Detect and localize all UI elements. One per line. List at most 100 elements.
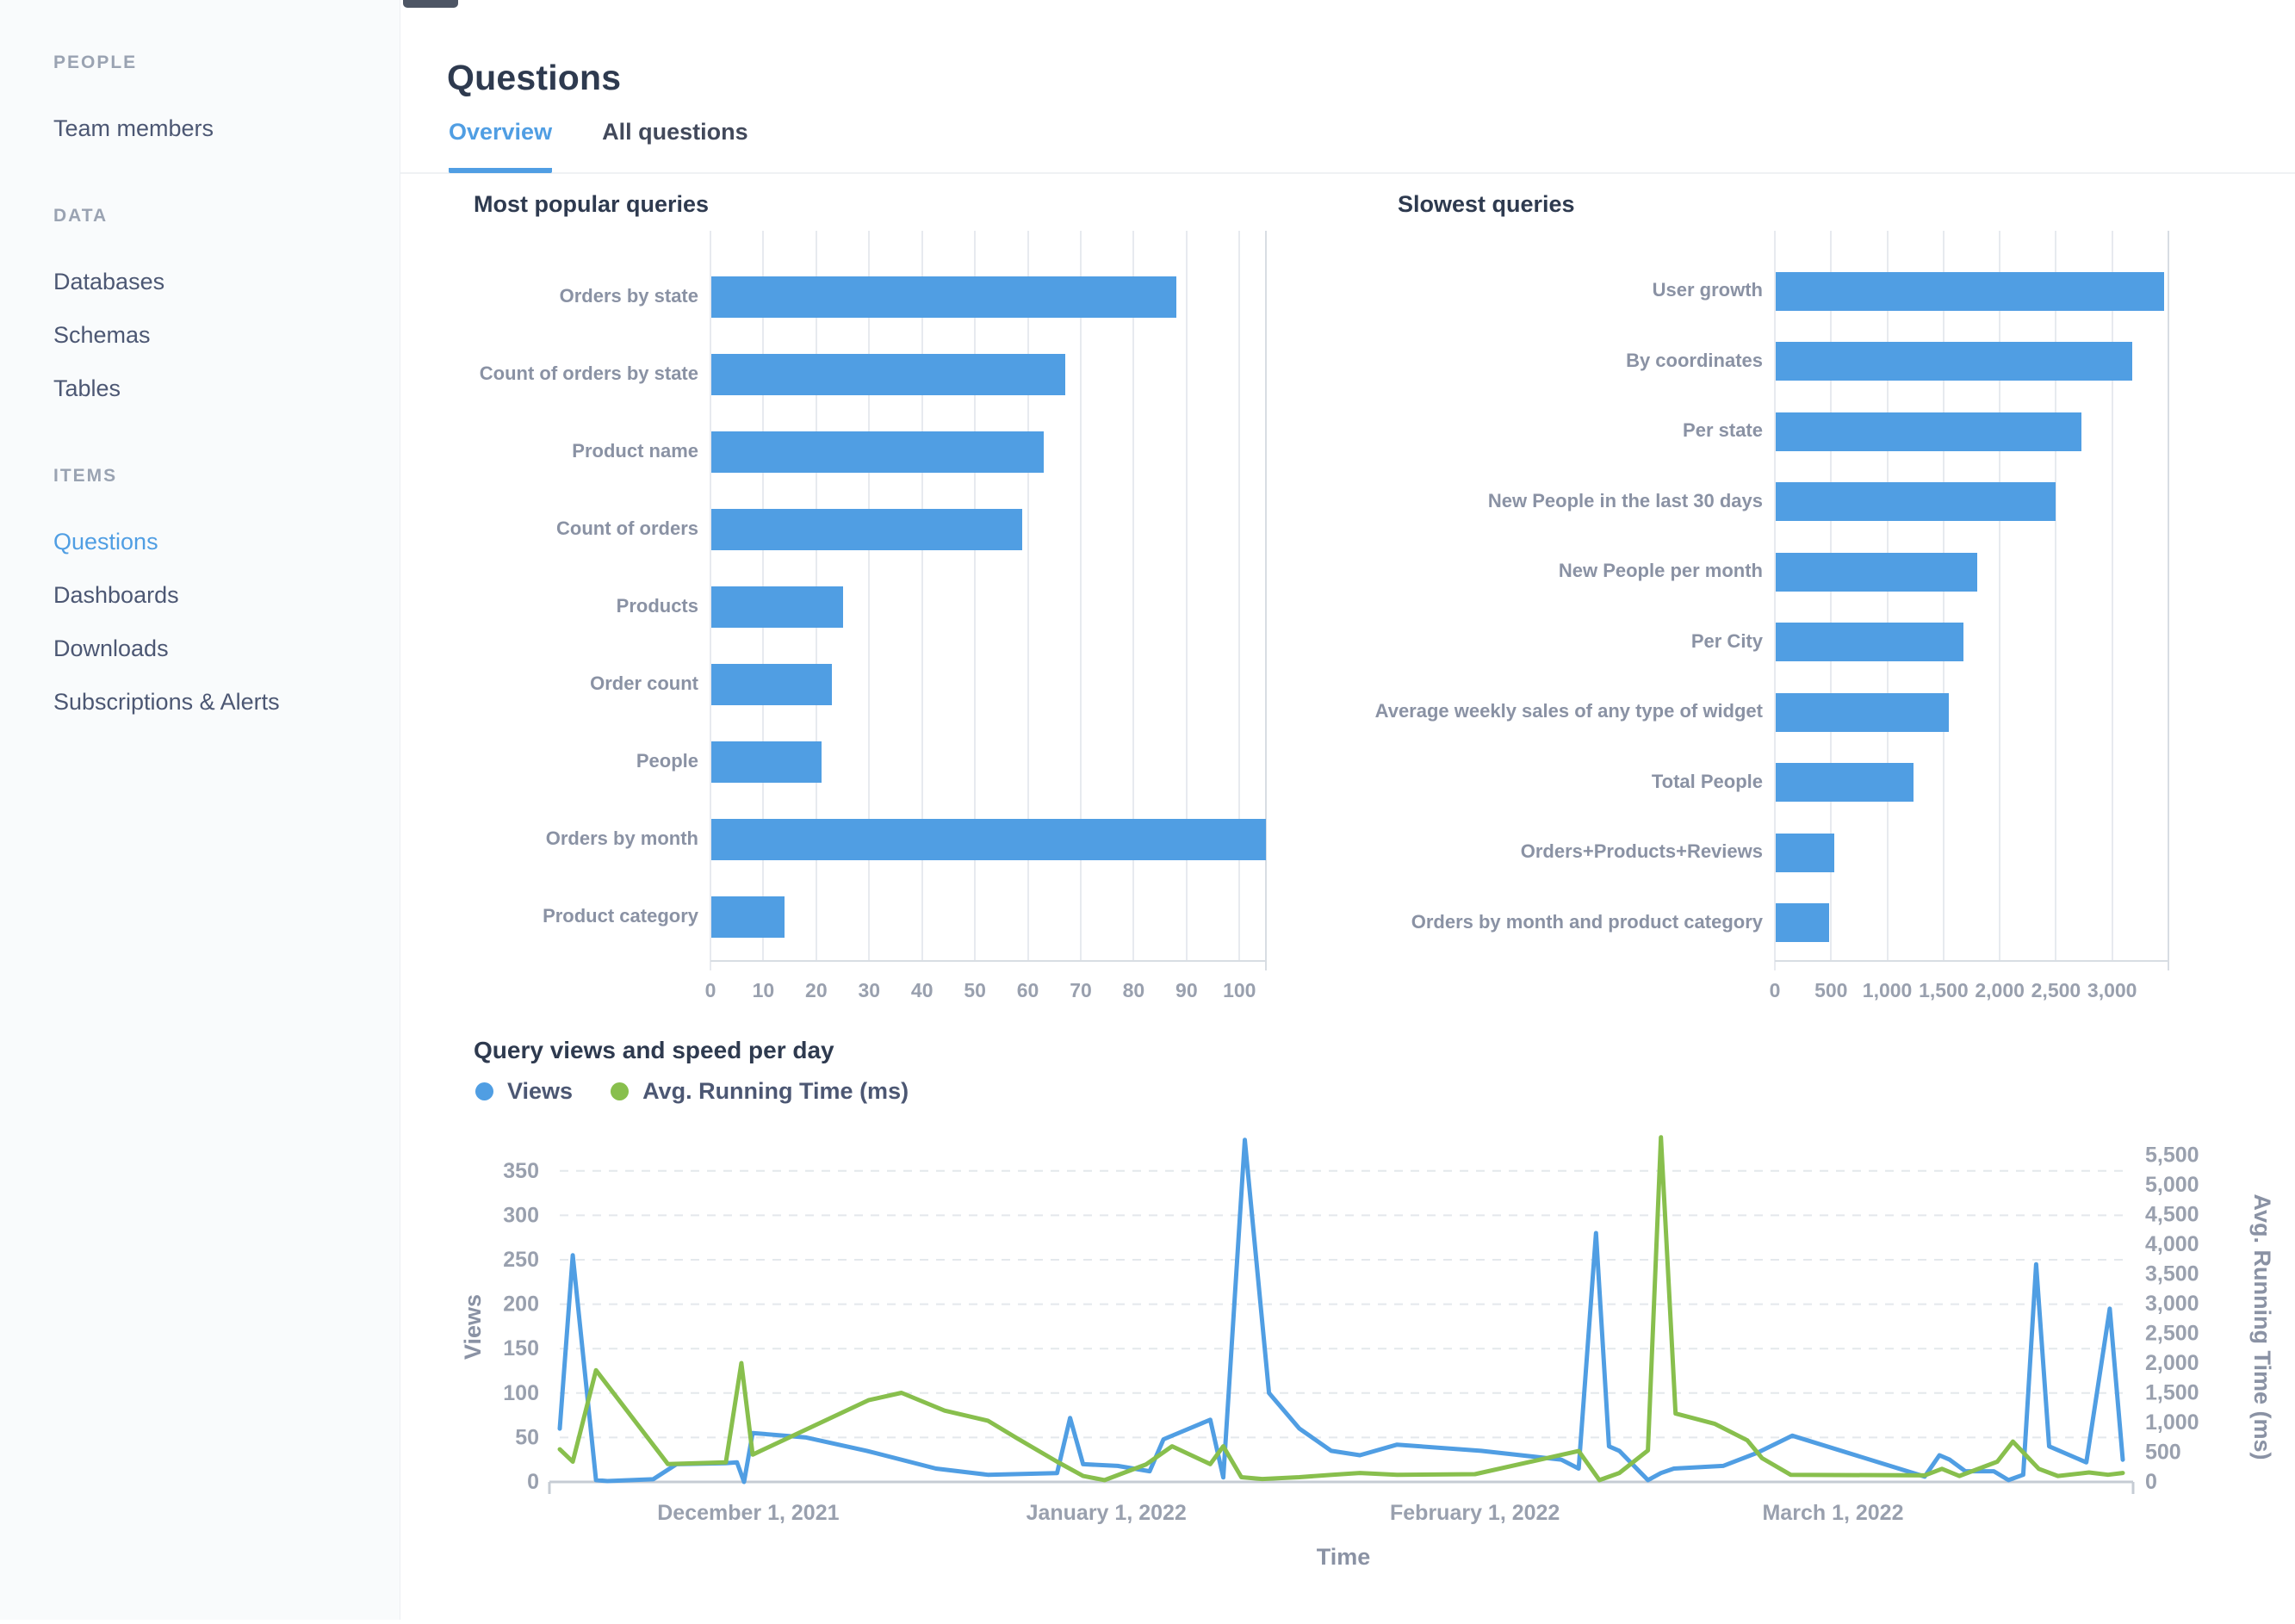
sidebar-nav: PEOPLE Team members DATA Databases Schemas Ta… xyxy=(0,0,400,1620)
bar-orders-by-state[interactable] xyxy=(711,276,1176,318)
sidebar-item-schemas[interactable]: Schemas xyxy=(53,322,151,348)
sidebar-item-dashboards[interactable]: Dashboards xyxy=(53,582,179,608)
right-axis-tick-label: 4,000 xyxy=(2145,1232,2199,1256)
bar-total-people[interactable] xyxy=(1776,763,1914,802)
gridline xyxy=(1774,231,1776,970)
avg-running-time-legend-label: Avg. Running Time (ms) xyxy=(642,1078,909,1104)
x-axis-line xyxy=(710,960,1266,962)
gridline xyxy=(1185,231,1188,960)
x-tick-label: 20 xyxy=(805,979,828,1001)
right-axis-tick-label: 3,000 xyxy=(2145,1292,2199,1316)
bar-label-total-people: Total People xyxy=(1651,770,1763,792)
x-tick-label: 1,000 xyxy=(1862,979,1913,1001)
bar-label-orders-by-month: Orders by month xyxy=(545,827,698,849)
sidebar-item-team-members[interactable]: Team members xyxy=(53,115,214,141)
right-axis-tick-label: 1,000 xyxy=(2145,1410,2199,1435)
bar-label-products: Products xyxy=(616,595,698,617)
bar-new-people-in-the-last-30-days[interactable] xyxy=(1776,482,2056,521)
tabs-divider xyxy=(400,172,2295,174)
x-axis-month-label: January 1, 2022 xyxy=(1027,1501,1187,1525)
bar-user-growth[interactable] xyxy=(1776,271,2164,311)
tab-all-questions[interactable]: All questions xyxy=(602,119,748,145)
right-axis-tick-label: 5,000 xyxy=(2145,1173,2199,1197)
bar-count-of-orders[interactable] xyxy=(711,509,1023,550)
bar-orders-by-month-and-product-category[interactable] xyxy=(1776,903,1829,942)
bar-label-per-city: Per City xyxy=(1690,629,1763,652)
gridline xyxy=(1027,231,1029,960)
gridline xyxy=(1080,231,1082,960)
gridline xyxy=(1238,231,1241,960)
tab-bar: Overview All questions xyxy=(449,119,748,173)
x-tick-label: 100 xyxy=(1223,979,1256,1001)
x-tick-label: 1,500 xyxy=(1919,979,1969,1001)
left-axis-tick-label: 350 xyxy=(503,1159,539,1183)
tab-overview[interactable]: Overview xyxy=(449,119,553,173)
bar-label-count-of-orders-by-state: Count of orders by state xyxy=(479,363,698,384)
bar-count-of-orders-by-state[interactable] xyxy=(711,354,1065,395)
bar-order-count[interactable] xyxy=(711,664,833,705)
sidebar-item-databases[interactable]: Databases xyxy=(53,269,165,294)
sidebar-item-downloads[interactable]: Downloads xyxy=(53,635,169,661)
x-tick-label: 0 xyxy=(1769,979,1781,1001)
x-axis-month-label: February 1, 2022 xyxy=(1390,1501,1560,1525)
gridline xyxy=(921,231,923,960)
sidebar-item-tables[interactable]: Tables xyxy=(53,375,121,401)
left-axis-tick-label: 100 xyxy=(503,1381,539,1405)
right-axis-tick-label: 1,500 xyxy=(2145,1381,2199,1405)
bar-label-per-state: Per state xyxy=(1683,419,1763,441)
bar-orders-products-reviews[interactable] xyxy=(1776,833,1835,872)
bar-label-orders-products-reviews: Orders+Products+Reviews xyxy=(1520,840,1763,862)
bar-per-city[interactable] xyxy=(1776,623,1964,661)
bar-label-new-people-in-the-last-30-days: New People in the last 30 days xyxy=(1487,489,1763,511)
legend-item-avg-running-time[interactable]: Avg. Running Time (ms) xyxy=(611,1078,909,1105)
right-axis-tick-label: 2,500 xyxy=(2145,1322,2199,1346)
bar-per-state[interactable] xyxy=(1776,412,2082,451)
bar-by-coordinates[interactable] xyxy=(1776,342,2133,381)
right-axis-tick-label: 4,500 xyxy=(2145,1203,2199,1227)
bar-label-user-growth: User growth xyxy=(1652,279,1763,301)
x-axis-line xyxy=(1775,960,2168,962)
x-axis-title: Time xyxy=(1317,1544,1371,1570)
bar-label-product-category: Product category xyxy=(543,905,698,927)
series-line-views[interactable] xyxy=(557,1137,2125,1485)
series-line-avg-running-time-ms[interactable] xyxy=(557,1135,2125,1483)
sidebar-section-data: DATA Databases Schemas Tables xyxy=(0,203,400,415)
x-tick-label: 2,000 xyxy=(1975,979,2025,1001)
gridline xyxy=(974,231,977,960)
bar-products[interactable] xyxy=(711,586,843,628)
sidebar-section-items: ITEMS Questions Dashboards Downloads Subscri… xyxy=(0,463,400,728)
avg-running-time-legend-dot xyxy=(611,1082,630,1100)
gridline xyxy=(710,231,711,970)
most-popular-queries-chart: Orders by state Count of orders by state P… xyxy=(465,231,1326,1032)
x-tick-label: 2,500 xyxy=(2031,979,2081,1001)
sidebar-item-subscriptions-alerts[interactable]: Subscriptions & Alerts xyxy=(53,689,280,715)
x-tick-label: 10 xyxy=(752,979,775,1001)
x-axis-month-label: March 1, 2022 xyxy=(1762,1501,1903,1525)
x-tick-label: 50 xyxy=(964,979,986,1001)
bar-people[interactable] xyxy=(711,741,822,783)
gridline xyxy=(1886,231,1889,960)
x-tick-label: 0 xyxy=(704,979,716,1001)
legend-item-views[interactable]: Views xyxy=(475,1078,573,1105)
bar-label-people: People xyxy=(636,750,698,772)
bar-product-name[interactable] xyxy=(711,431,1044,473)
right-axis-tick-label: 3,500 xyxy=(2145,1262,2199,1286)
right-axis-tick-label: 5,500 xyxy=(2145,1144,2199,1168)
right-axis-title: Avg. Running Time (ms) xyxy=(2249,1193,2275,1460)
bar-label-new-people-per-month: New People per month xyxy=(1558,560,1763,581)
bar-label-product-name: Product name xyxy=(572,440,698,462)
bar-product-category[interactable] xyxy=(711,896,785,938)
plot-edge-line xyxy=(2168,231,2169,970)
bar-label-by-coordinates: By coordinates xyxy=(1626,349,1763,371)
sidebar-item-questions[interactable]: Questions xyxy=(53,529,158,555)
left-axis-tick-label: 0 xyxy=(527,1470,539,1494)
right-axis-tick-label: 2,000 xyxy=(2145,1351,2199,1375)
x-tick-label: 3,000 xyxy=(2087,979,2137,1001)
bar-new-people-per-month[interactable] xyxy=(1776,552,1978,592)
bar-orders-by-month[interactable] xyxy=(711,819,1266,860)
slowest-queries-chart: User growth By coordinates Per state New Pe… xyxy=(1374,231,2295,1032)
bar-label-orders-by-state: Orders by state xyxy=(559,285,698,307)
bar-average-weekly-sales-of-any-type-of-widget[interactable] xyxy=(1776,692,1950,732)
sidebar-section-label: DATA xyxy=(53,206,109,226)
chart-title-slowest-queries: Slowest queries xyxy=(1398,191,1575,217)
